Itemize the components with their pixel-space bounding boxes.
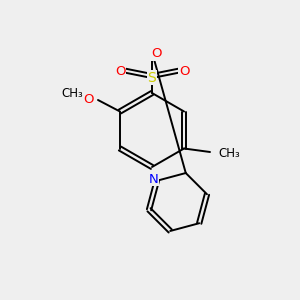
Text: CH₃: CH₃ xyxy=(218,147,240,160)
Text: O: O xyxy=(179,65,189,78)
Text: O: O xyxy=(152,47,162,60)
Text: O: O xyxy=(83,93,93,106)
Text: O: O xyxy=(115,65,125,78)
Text: CH₃: CH₃ xyxy=(61,87,83,100)
Text: N: N xyxy=(149,173,159,186)
Text: S: S xyxy=(148,70,156,85)
